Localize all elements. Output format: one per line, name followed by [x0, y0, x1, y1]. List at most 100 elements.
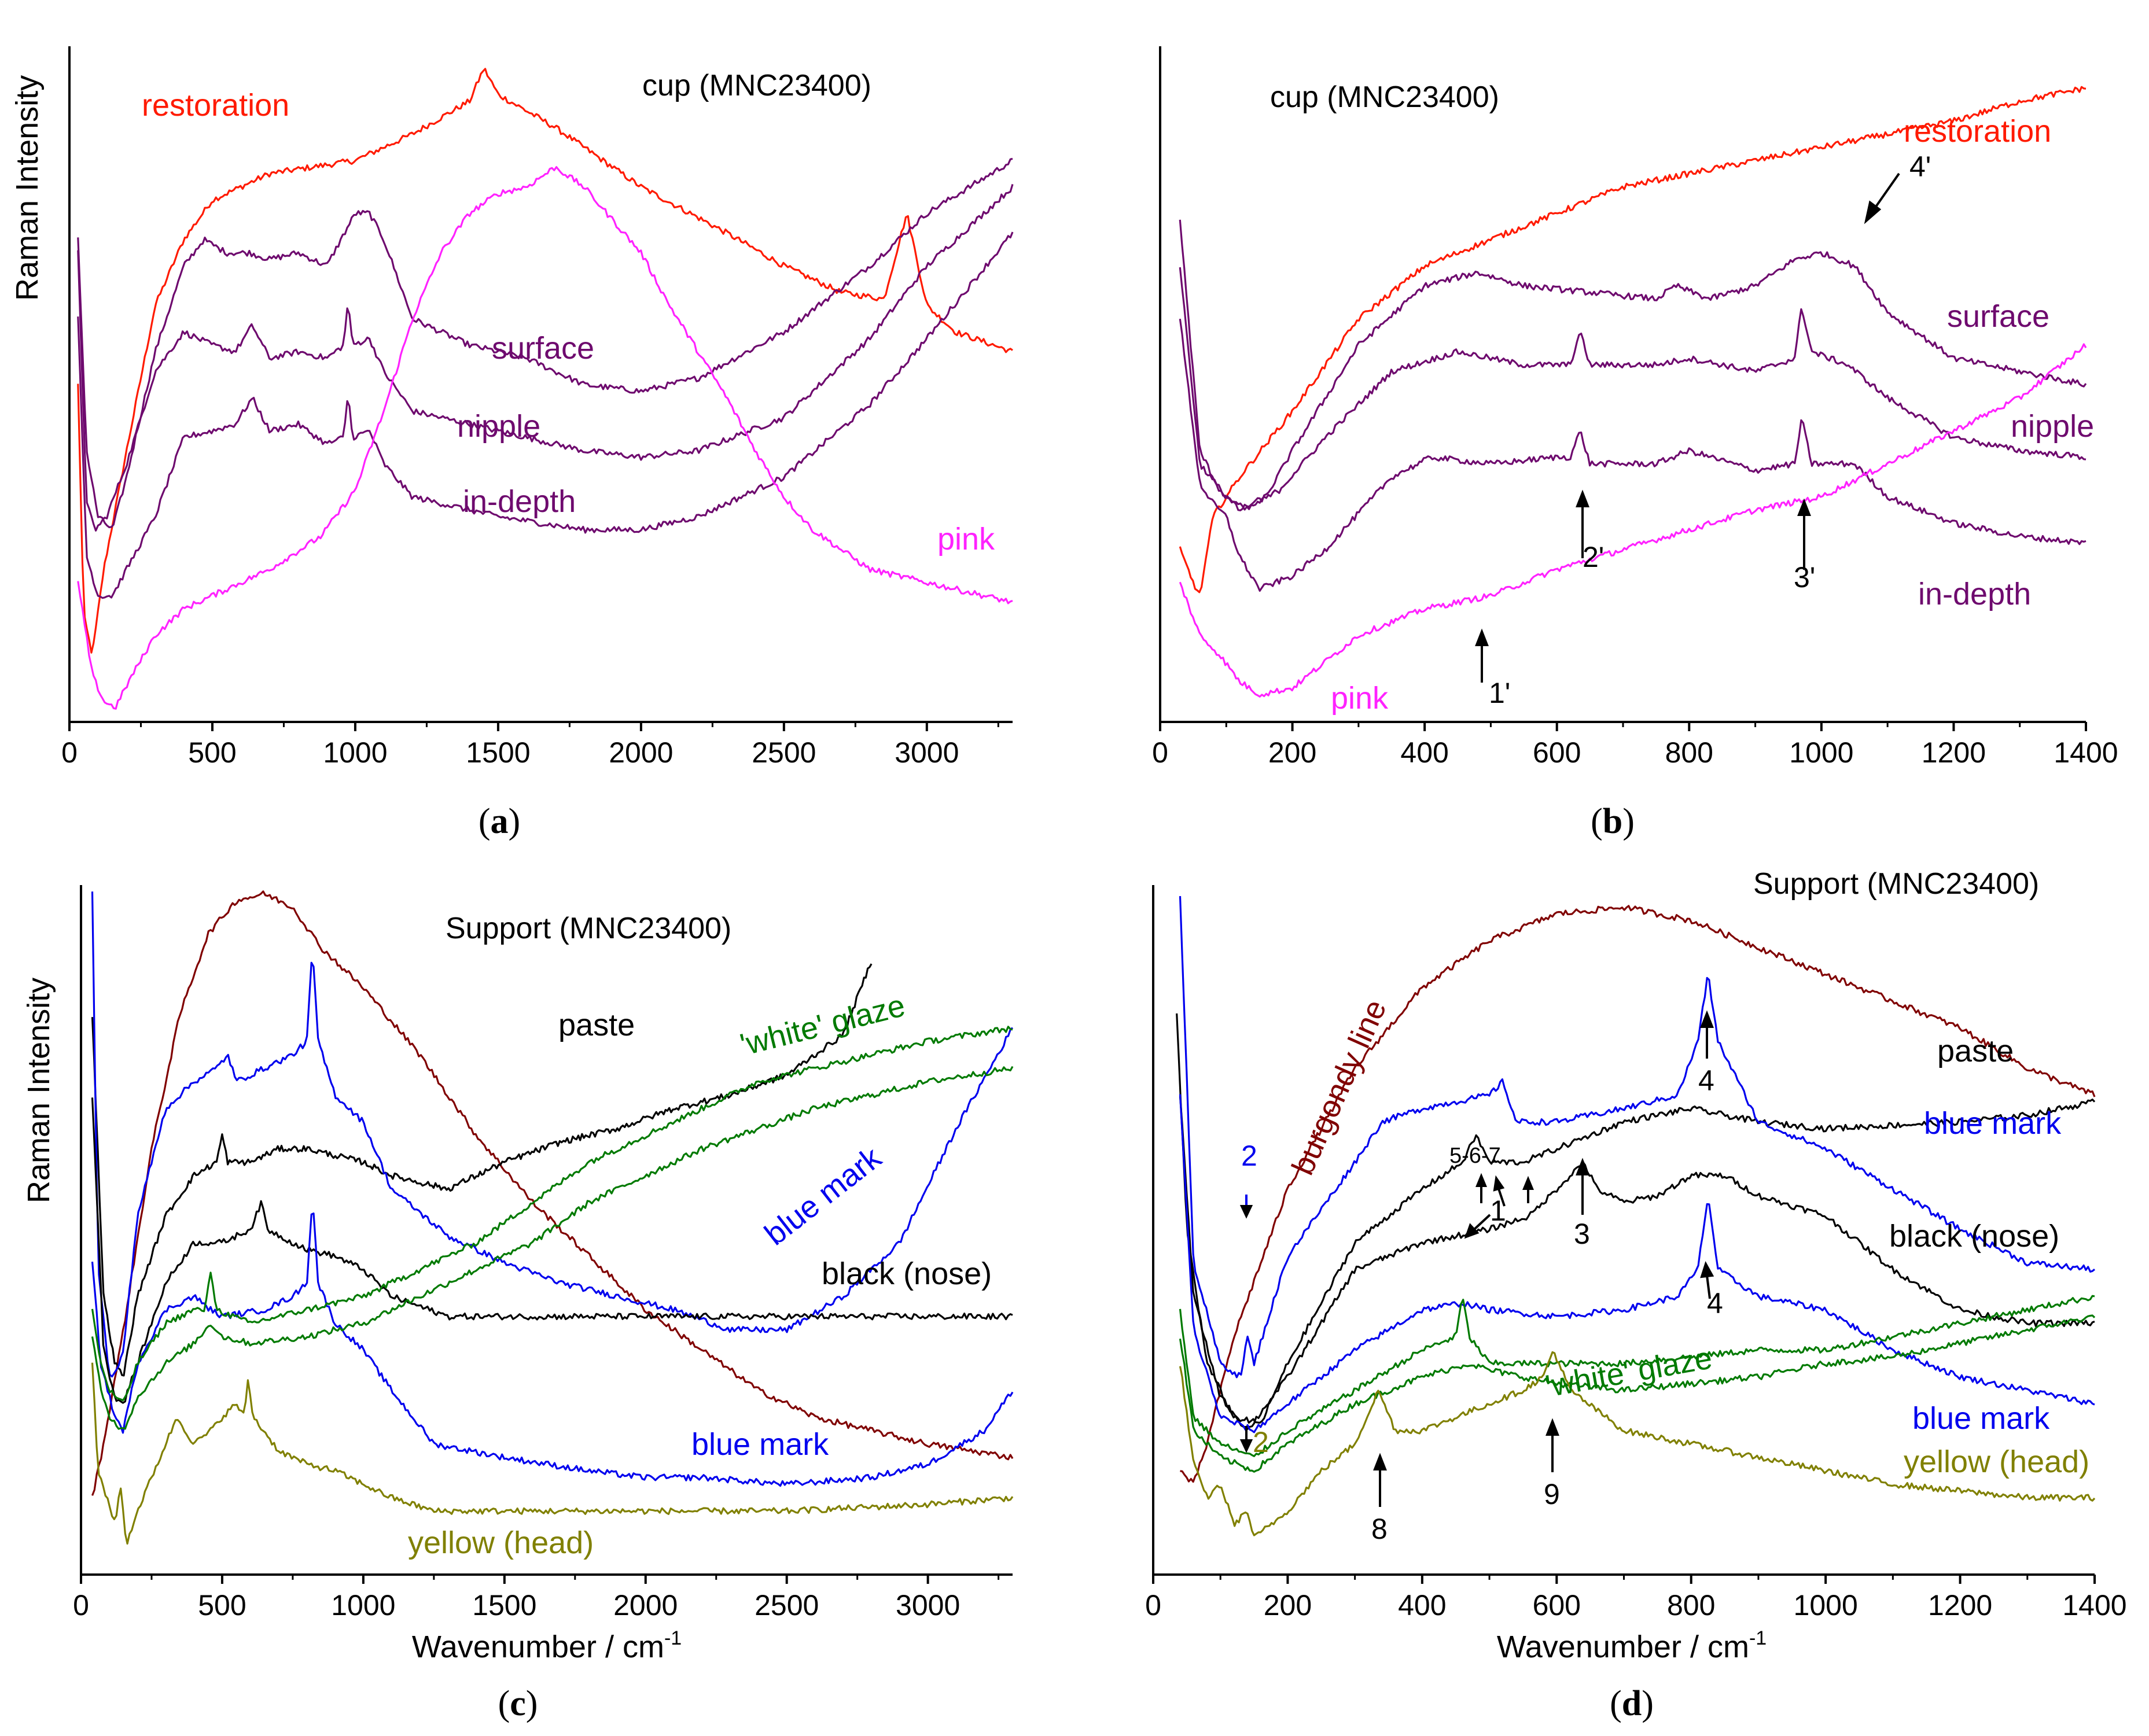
panel-a-series-restoration [77, 68, 1013, 654]
panel-d-arrowhead-8 [1373, 1453, 1387, 1470]
panel-c-ylabel: Raman Intensity [21, 978, 56, 1203]
panel-a-series-in-depth [77, 231, 1014, 599]
panel-a-label-in-depth: in-depth [463, 484, 576, 519]
panel-b-xtick-label: 800 [1665, 736, 1713, 769]
panel-a-xtick-label: 2500 [752, 736, 816, 769]
panel-b-xtick-label: 1400 [2054, 736, 2118, 769]
panel-d-marker-4-upper: 4 [1698, 1064, 1714, 1097]
panel-d-label-black-nose: black (nose) [1889, 1219, 2059, 1254]
panel-d-xlabel: Wavenumber / cm-1 [1497, 1627, 1767, 1664]
panel-c-series-white-glaze-lower [91, 1066, 1014, 1430]
panel-d-arrows [1239, 1010, 1714, 1507]
panel-c-series-yellow-head [91, 1362, 1014, 1545]
panel-d-marker-9: 9 [1544, 1478, 1560, 1510]
panel-b-series-pink [1179, 343, 2087, 698]
panel-a-label-surface: surface [492, 331, 594, 366]
panel-a-ticks: 0 500 1000 1500 2000 2500 3000 [61, 722, 999, 769]
panel-a-series-surface [77, 157, 1013, 529]
panel-c-series [91, 890, 1014, 1545]
panel-b-label-surface: surface [1947, 299, 2049, 334]
panel-b-arrows [1475, 172, 1900, 683]
panel-b-series-surface [1179, 219, 2087, 511]
panel-a-label-pink: pink [937, 522, 995, 556]
panel-a-title: cup (MNC23400) [642, 69, 871, 102]
panel-a-xtick-label: 1000 [323, 736, 387, 769]
panel-b-label-restoration: restoration [1904, 114, 2051, 149]
panel-d-arrowhead-5 [1475, 1173, 1487, 1187]
panel-d-xtick-label: 400 [1398, 1589, 1446, 1621]
panel-a: 0 500 1000 1500 2000 2500 3000 Raman Intensity… [10, 46, 1014, 841]
panel-c-caption: (c) [498, 1684, 538, 1723]
panel-a-series-pink [77, 166, 1013, 710]
panel-c-xtick-label: 0 [73, 1589, 89, 1621]
panel-a-series [77, 68, 1014, 710]
panel-c-series-blue-mark-upper [91, 891, 1014, 1378]
panel-d-marker-8: 8 [1371, 1513, 1388, 1545]
panel-d-xtick-label: 800 [1667, 1589, 1715, 1621]
panel-d-marker-2-yellow: 2 [1253, 1426, 1269, 1458]
panel-b-label-nipple: nipple [2011, 409, 2094, 444]
panel-b-xtick-label: 400 [1400, 736, 1448, 769]
panel-b-xtick-label: 0 [1152, 736, 1168, 769]
panel-c-xlabel: Wavenumber / cm-1 [412, 1627, 682, 1664]
panel-d-series-burgondy-line [1180, 905, 2096, 1483]
panel-c-xtick-label: 2000 [613, 1589, 678, 1621]
panel-b-marker-2: 2' [1583, 541, 1604, 573]
panel-b-arrow-4 [1874, 172, 1900, 209]
panel-d-arrowhead-3 [1576, 1158, 1589, 1175]
panel-d-xtick-label: 0 [1145, 1589, 1161, 1621]
panel-a-xtick-label: 2000 [609, 736, 673, 769]
panel-d-series-blue-mark-lower [1179, 1094, 2095, 1433]
panel-b-xtick-label: 200 [1268, 736, 1316, 769]
panel-c-series-black-nose [91, 1097, 1013, 1404]
panel-b-arrowhead-1 [1475, 628, 1489, 646]
panel-d-series-blue-mark-upper [1179, 896, 2096, 1379]
panel-d-series-white-glaze-upper [1179, 1295, 2095, 1457]
panel-b-title: cup (MNC23400) [1270, 80, 1499, 114]
panel-c-label-yellow-head: yellow (head) [408, 1525, 594, 1560]
panel-d-arrowhead-2-blue [1239, 1205, 1253, 1219]
panel-d-marker-1: 1 [1490, 1195, 1506, 1227]
panel-a-xtick-label: 3000 [895, 736, 959, 769]
panel-d-arrowhead-4-upper [1700, 1010, 1714, 1028]
panel-c-label-paste: paste [558, 1008, 635, 1042]
panel-d-label-blue-mark-upper: blue mark [1924, 1106, 2062, 1141]
panel-b-arrowhead-4 [1864, 200, 1882, 224]
panel-c-label-blue-mark-upper: blue mark [758, 1140, 888, 1252]
panel-d-marker-4-lower: 4 [1707, 1287, 1723, 1319]
panel-d-marker-3: 3 [1574, 1218, 1590, 1250]
panel-d-arrowhead-6 [1493, 1175, 1505, 1192]
panel-a-label-nipple: nipple [457, 409, 540, 444]
panel-b-ticks: 0 200 400 600 800 1000 1200 1400 [1152, 722, 2118, 769]
panel-d-xtick-label: 200 [1264, 1589, 1312, 1621]
panel-c-label-blue-mark-lower: blue mark [691, 1427, 829, 1462]
panel-c-xtick-label: 1500 [472, 1589, 536, 1621]
panel-d-ticks: 0 200 400 600 800 1000 1200 1400 [1145, 1575, 2127, 1621]
panel-d-series [1176, 896, 2096, 1536]
panel-c-series-paste [91, 963, 873, 1377]
panel-d-xtick-label: 600 [1533, 1589, 1581, 1621]
panel-d-arrow-6 [1497, 1188, 1506, 1207]
panel-d-series-black-nose [1179, 1096, 2095, 1430]
panel-a-ylabel: Raman Intensity [10, 75, 45, 301]
panel-c-series-blue-mark-lower [91, 1212, 1014, 1487]
panel-d-xtick-label: 1200 [1928, 1589, 1992, 1621]
panel-b-xtick-label: 1000 [1789, 736, 1853, 769]
panel-c-title: Support (MNC23400) [446, 912, 731, 945]
panel-d-arrowhead-2-yellow [1239, 1439, 1253, 1453]
panel-c-series-burgondy-line [91, 890, 1014, 1496]
panel-b-series-nipple [1179, 267, 2087, 511]
panel-d-caption: (d) [1610, 1684, 1654, 1723]
panel-c-xtick-label: 500 [198, 1589, 246, 1621]
panel-b-marker-4: 4' [1909, 150, 1931, 183]
panel-b-label-pink: pink [1331, 681, 1389, 716]
panel-c-series-white-glaze-upper [91, 1026, 1013, 1402]
panel-d-series-paste [1176, 1013, 2096, 1424]
panel-d-label-blue-mark-lower: blue mark [1912, 1401, 2050, 1436]
panel-a-label-restoration: restoration [142, 88, 289, 123]
panel-a-xtick-label: 0 [61, 736, 78, 769]
panel-c-xtick-label: 1000 [331, 1589, 395, 1621]
panel-a-xtick-label: 1500 [466, 736, 530, 769]
panel-d-arrow-4-lower [1706, 1275, 1711, 1299]
